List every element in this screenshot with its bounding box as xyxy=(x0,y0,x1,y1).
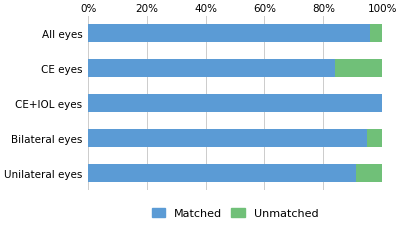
Bar xyxy=(356,164,382,182)
Bar xyxy=(335,59,382,78)
Bar xyxy=(371,25,382,43)
Legend: Matched, Unmatched: Matched, Unmatched xyxy=(148,203,322,222)
Bar xyxy=(88,164,356,182)
Bar xyxy=(88,94,382,112)
Bar xyxy=(88,59,335,78)
Bar xyxy=(88,129,367,147)
Bar xyxy=(88,25,371,43)
Bar xyxy=(367,129,382,147)
